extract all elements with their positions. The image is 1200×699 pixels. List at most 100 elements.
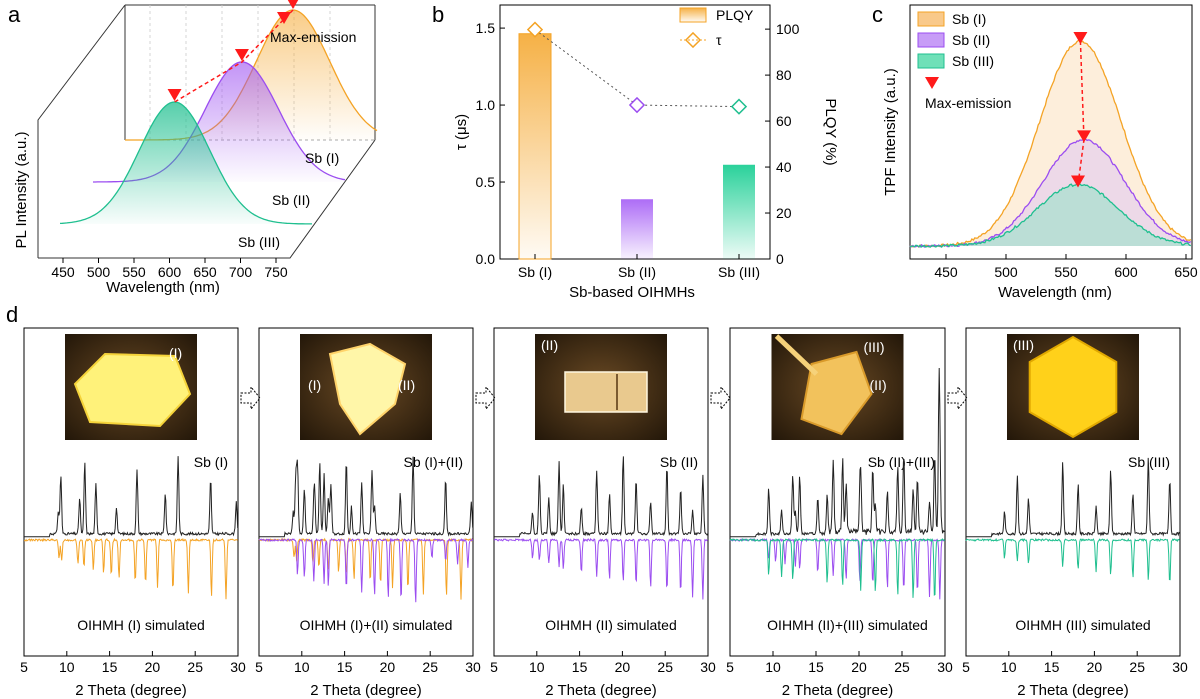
panel-b-ylabel-left: τ (μs) — [453, 114, 470, 150]
panel-d-xtick-label: 25 — [187, 659, 203, 675]
panel-c-fill-2 — [910, 139, 1191, 248]
panel-d-xtick-label: 20 — [380, 659, 396, 675]
panel-c-xlabel: Wavelength (nm) — [998, 284, 1112, 301]
panel-c-legend-swatch-2 — [917, 32, 945, 48]
panel-d-xtick-label: 30 — [465, 659, 481, 675]
photo-label: (III) — [1013, 337, 1034, 353]
xrd-simulated-pattern — [729, 537, 946, 598]
panel-a-xticks: 450 500 550 600 650 700 750 — [51, 258, 288, 280]
xrd-bottom-label: OIHMH (I)+(II) simulated — [300, 617, 453, 633]
panel-d-xtick-label: 10 — [59, 659, 75, 675]
panel-d-xtick-label: 15 — [337, 659, 353, 675]
panel-c-ylabel: TPF Intensity (a.u.) — [882, 68, 899, 196]
panel-b-xtick-label: Sb (II) — [618, 264, 656, 280]
panel-c-line-3 — [909, 182, 1192, 248]
panel-b-right-ticks: 0 20 40 60 80 100 — [765, 21, 800, 267]
panel-c-peak-marker-3 — [1071, 175, 1085, 188]
panel-c-xtick-label: 600 — [1114, 264, 1138, 280]
panel-a-fill-3 — [60, 102, 312, 224]
panel-c-xtick-label: 500 — [994, 264, 1018, 280]
panel-c-xtick-label: 550 — [1054, 264, 1078, 280]
panel-c-legend-4: Max-emission — [925, 95, 1011, 111]
panel-d-xtick-label: 5 — [962, 659, 970, 675]
panel-b-tau-series — [526, 21, 748, 115]
xrd-bottom-label: OIHMH (III) simulated — [1015, 617, 1150, 633]
panel-a-xtick-label: 750 — [264, 264, 288, 280]
panel-b-xlabel: Sb-based OIHMHs — [569, 284, 695, 301]
panel-d-xtick-label: 25 — [894, 659, 910, 675]
panel-c-legend-marker — [925, 77, 939, 89]
xrd-experimental-pattern — [24, 456, 239, 538]
panel-b-left-tick-label: 0.0 — [476, 251, 496, 267]
panel-d-frame — [258, 327, 474, 657]
panel-d-xtick-label: 5 — [726, 659, 734, 675]
panel-d-frame — [493, 327, 709, 657]
xrd-top-label: Sb (III) — [1128, 454, 1170, 470]
panel-a-letter: a — [8, 2, 21, 27]
xrd-top-label: Sb (II)+(III) — [868, 454, 935, 470]
panel-d-xtick-label: 30 — [937, 659, 953, 675]
panel-b-left-tick-label: 1.5 — [476, 20, 496, 36]
panel-b-right-tick-label: 40 — [776, 159, 792, 175]
panel-b-tau-line — [534, 29, 740, 108]
panel-b-legend-plqy: PLQY — [716, 7, 754, 23]
panel-d-xtick-label: 15 — [808, 659, 824, 675]
panel-a-xlabel: Wavelength (nm) — [106, 279, 220, 296]
transition-arrow-icon — [710, 385, 731, 411]
panel-b-bar-3 — [723, 164, 755, 259]
panel-d-xlabel: 2 Theta (degree) — [782, 682, 893, 699]
panel-a-line-3 — [59, 101, 312, 225]
panel-b-legend-swatch-plqy — [679, 7, 707, 23]
panel-c-peak-marker-2 — [1077, 130, 1091, 143]
panel-a-peak-marker-1 — [287, 0, 299, 9]
panel-b-tau-point-1 — [526, 21, 544, 38]
panel-a-xtick-label: 550 — [122, 264, 146, 280]
xrd-bottom-label: OIHMH (II)+(III) simulated — [767, 617, 928, 633]
panel-d: d (I) Sb (I) OIHMH (I) simulated 5 10 15 20 25 3… — [6, 302, 1188, 699]
panel-c-fill-3 — [910, 183, 1191, 248]
panel-a-fill-2 — [93, 62, 345, 182]
panel-c-fill-1 — [910, 40, 1191, 248]
panel-c-frame — [909, 4, 1193, 260]
crystal-shape — [73, 352, 192, 428]
panel-d-subpanel-3: (II) Sb (II) OIHMH (II) simulated 5 10 15 20 25… — [490, 327, 731, 699]
panel-d-letter: d — [6, 302, 18, 327]
panel-d-xtick-label: 20 — [1087, 659, 1103, 675]
panel-a-ylabel: PL Intensity (a.u.) — [13, 131, 30, 248]
xrd-simulated-pattern — [965, 537, 1181, 581]
panel-c-legend-3: Sb (III) — [952, 53, 994, 69]
panel-b-letter: b — [432, 2, 444, 27]
panel-a-xtick-label: 700 — [229, 264, 253, 280]
panel-d-subpanel-4: (III) (II) Sb (II)+(III) OIHMH (II)+(III) s… — [726, 327, 968, 699]
panel-b-right-tick-label: 60 — [776, 113, 792, 129]
panel-d-xtick-label: 10 — [1001, 659, 1017, 675]
photo-label: (II) — [870, 377, 887, 393]
panel-a-xtick-label: 450 — [51, 264, 75, 280]
panel-a-curves — [59, 0, 378, 225]
panel-c-curves — [909, 32, 1192, 248]
panel-b-xtick-label: Sb (I) — [518, 264, 552, 280]
photo-label: (I) — [308, 377, 321, 393]
panel-d-xtick-label: 5 — [255, 659, 263, 675]
panel-b-left-tick-label: 1.0 — [476, 97, 496, 113]
xrd-simulated-pattern — [258, 537, 474, 603]
crystal-shape — [564, 371, 648, 413]
panel-c: c 450 500 550 600 650 Wavelength (nm) TPF In… — [872, 2, 1198, 301]
panel-b-right-tick-label: 0 — [776, 251, 784, 267]
xrd-simulated-pattern — [258, 537, 474, 600]
crystal-shape — [328, 342, 407, 436]
panel-d-xtick-label: 15 — [1044, 659, 1060, 675]
panel-b-right-tick-label: 100 — [776, 21, 800, 37]
panel-c-peak-marker-1 — [1073, 32, 1088, 44]
panel-c-letter: c — [872, 2, 883, 27]
photo-label: (III) — [864, 339, 885, 355]
xrd-top-label: Sb (I)+(II) — [403, 454, 463, 470]
panel-d-xtick-label: 30 — [700, 659, 716, 675]
photo-label: (II) — [398, 377, 415, 393]
panel-c-xticks: 450 500 550 600 650 — [934, 254, 1198, 280]
photo-label: (I) — [169, 345, 182, 361]
panel-d-xlabel: 2 Theta (degree) — [545, 682, 656, 699]
xrd-bottom-label: OIHMH (I) simulated — [77, 617, 205, 633]
panel-b-right-tick-label: 80 — [776, 67, 792, 83]
